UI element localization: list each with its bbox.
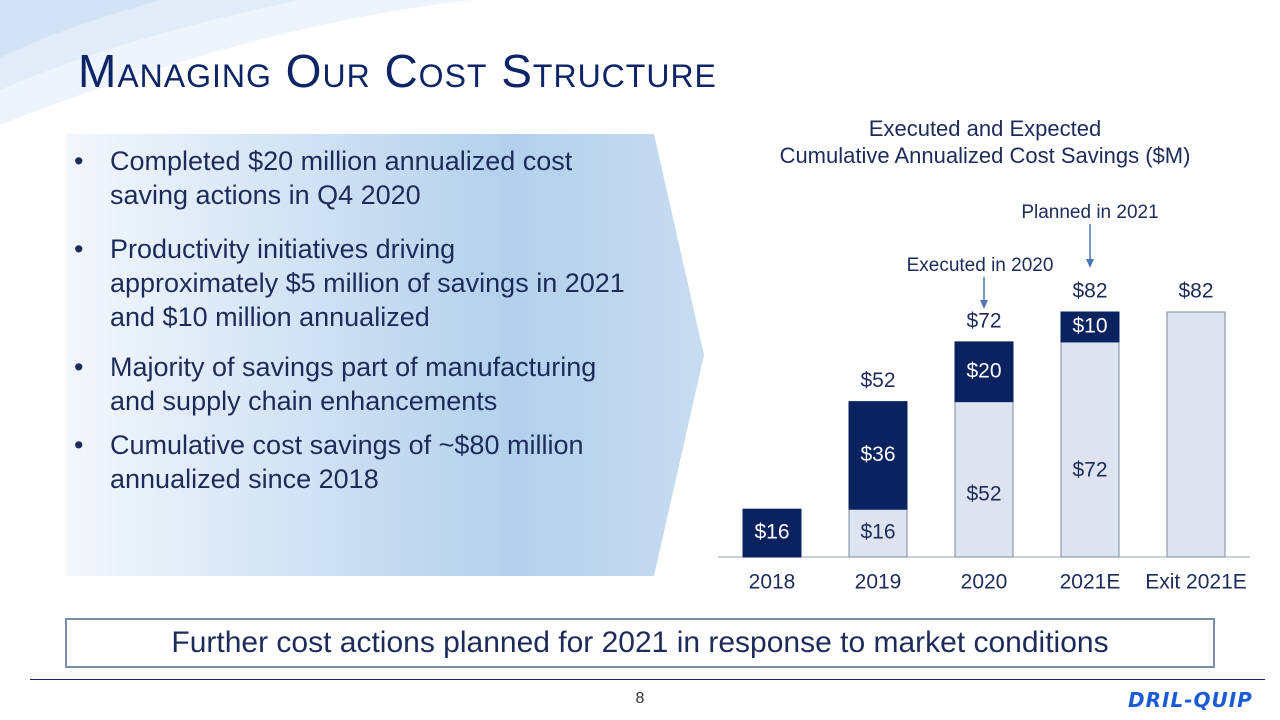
- bullet-list: Completed $20 million annualized cost sa…: [66, 144, 626, 496]
- chart-title-line-2: Cumulative Annualized Cost Savings ($M): [779, 143, 1191, 168]
- callout-text: Further cost actions planned for 2021 in…: [171, 626, 1109, 659]
- bar-prior-exit-2021e: [1166, 311, 1226, 558]
- bar-prior-2019: [848, 508, 908, 558]
- chart-title-line-1: Executed and Expected: [868, 116, 1102, 141]
- bar-new-2018: [742, 508, 802, 558]
- bar-label-prior-2019: $16: [860, 521, 895, 544]
- bullet-item-2: Productivity initiatives driving approxi…: [66, 232, 626, 334]
- bullet-item-1: Completed $20 million annualized cost sa…: [66, 144, 626, 212]
- bar-prior-2020: [954, 401, 1014, 558]
- bar-label-new-2018: $16: [754, 521, 789, 544]
- footer-divider: [30, 679, 1265, 680]
- x-tick-label-2020: 2020: [961, 571, 1008, 594]
- callout-box: Further cost actions planned for 2021 in…: [65, 618, 1215, 668]
- bar-label-prior-2021e: $72: [1072, 458, 1107, 481]
- header-swoosh-decoration: [0, 0, 470, 125]
- annotation-executed-2020: Executed in 2020: [907, 255, 1054, 276]
- company-logo: DRIL-QUIP: [1128, 688, 1253, 712]
- x-tick-label-2018: 2018: [749, 571, 796, 594]
- x-tick-label-2019: 2019: [855, 571, 902, 594]
- x-tick-label-2021e: 2021E: [1060, 571, 1121, 594]
- page-number: 8: [635, 690, 645, 707]
- bullet-panel: Completed $20 million annualized cost sa…: [66, 134, 706, 576]
- bar-new-2021e: [1060, 311, 1120, 343]
- bar-label-new-2020: $20: [966, 359, 1001, 382]
- bar-total-label-2020: $72: [966, 309, 1001, 332]
- bullet-item-3: Majority of savings part of manufacturin…: [66, 350, 626, 418]
- bar-total-label-2021e: $82: [1072, 280, 1107, 303]
- x-tick-label-exit-2021e: Exit 2021E: [1145, 571, 1247, 594]
- bar-prior-2021e: [1060, 341, 1120, 558]
- annotation-arrowhead-2020: [980, 300, 988, 309]
- bar-label-prior-2020: $52: [966, 482, 1001, 505]
- slide-title: Managing Our Cost Structure: [78, 45, 717, 97]
- bar-total-label-exit-2021e: $82: [1178, 280, 1213, 303]
- bar-total-label-2019: $52: [860, 369, 895, 392]
- bullet-item-4: Cumulative cost savings of ~$80 million …: [66, 428, 626, 496]
- bar-new-2019: [848, 401, 908, 510]
- bar-new-2020: [954, 341, 1014, 403]
- chart-title: Executed and Expected Cumulative Annuali…: [740, 115, 1230, 169]
- annotation-planned-2021: Planned in 2021: [1021, 202, 1158, 223]
- bar-label-new-2021e: $10: [1072, 314, 1107, 337]
- bar-label-new-2019: $36: [860, 443, 895, 466]
- annotation-arrowhead-2021: [1086, 259, 1094, 268]
